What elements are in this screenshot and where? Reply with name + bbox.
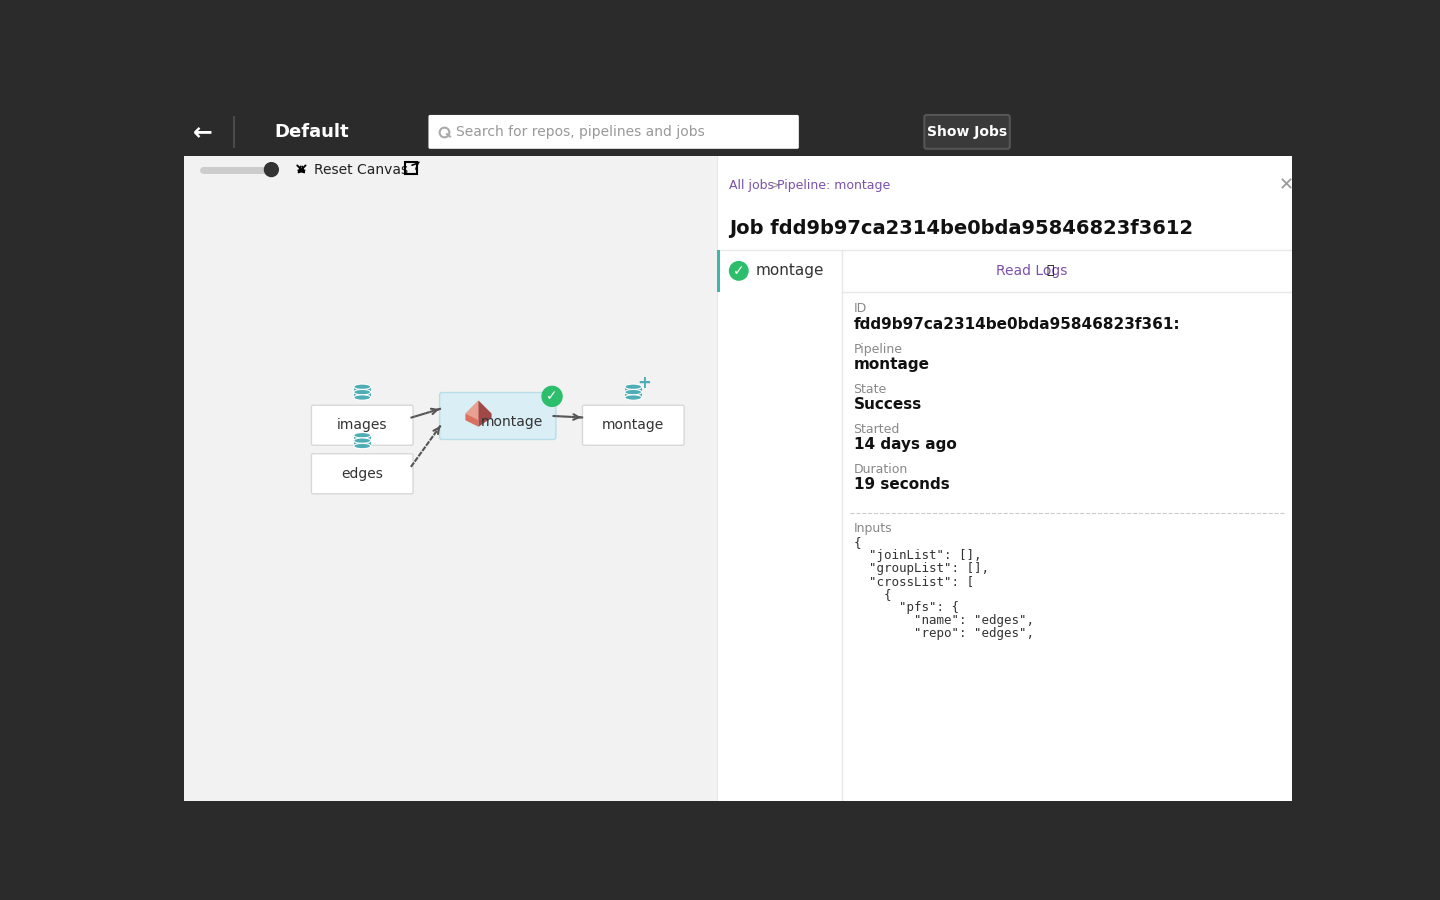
Circle shape — [265, 163, 278, 176]
Text: montage: montage — [756, 264, 824, 278]
Bar — [625, 387, 642, 392]
FancyBboxPatch shape — [439, 392, 556, 439]
Ellipse shape — [625, 395, 642, 400]
Bar — [354, 392, 370, 398]
FancyBboxPatch shape — [311, 454, 413, 494]
Polygon shape — [478, 400, 491, 427]
FancyBboxPatch shape — [582, 405, 684, 446]
Text: ID: ID — [854, 302, 867, 316]
Circle shape — [541, 386, 562, 407]
Text: Duration: Duration — [854, 463, 907, 475]
Bar — [625, 392, 642, 398]
Text: Pipeline: montage: Pipeline: montage — [778, 178, 890, 192]
Text: "joinList": [],: "joinList": [], — [854, 549, 981, 562]
Text: "name": "edges",: "name": "edges", — [854, 615, 1034, 627]
Bar — [717, 156, 1293, 801]
Text: {: { — [854, 588, 891, 601]
Bar — [354, 436, 370, 441]
Text: Success: Success — [854, 397, 922, 412]
Text: Inputs: Inputs — [854, 522, 893, 535]
Text: montage: montage — [481, 415, 543, 429]
Text: Show Jobs: Show Jobs — [927, 125, 1007, 139]
Text: "repo": "edges",: "repo": "edges", — [854, 627, 1034, 641]
Text: images: images — [337, 418, 387, 432]
FancyBboxPatch shape — [429, 115, 799, 148]
Bar — [405, 162, 418, 175]
Bar — [354, 387, 370, 392]
Text: ✓: ✓ — [546, 390, 557, 403]
Ellipse shape — [354, 395, 370, 400]
Text: ✕: ✕ — [1279, 176, 1293, 194]
Text: All jobs: All jobs — [729, 178, 773, 192]
Text: 19 seconds: 19 seconds — [854, 477, 949, 492]
Text: +: + — [636, 374, 651, 392]
Ellipse shape — [354, 444, 370, 449]
Ellipse shape — [354, 433, 370, 438]
Text: "crossList": [: "crossList": [ — [854, 575, 973, 588]
Bar — [717, 249, 720, 292]
Bar — [184, 108, 1293, 156]
Text: montage: montage — [602, 418, 664, 432]
Ellipse shape — [354, 390, 370, 395]
Circle shape — [730, 262, 747, 280]
Text: 📄: 📄 — [1045, 264, 1054, 276]
Ellipse shape — [354, 384, 370, 390]
Text: Reset Canvas: Reset Canvas — [314, 163, 409, 176]
Ellipse shape — [625, 390, 642, 395]
Polygon shape — [465, 400, 478, 427]
Bar — [354, 441, 370, 446]
FancyBboxPatch shape — [311, 405, 413, 446]
Text: Search for repos, pipelines and jobs: Search for repos, pipelines and jobs — [456, 125, 706, 139]
Bar — [184, 156, 717, 801]
FancyBboxPatch shape — [924, 115, 1009, 148]
Text: Pipeline: Pipeline — [854, 343, 903, 356]
Text: fdd9b97ca2314be0bda95846823f361:: fdd9b97ca2314be0bda95846823f361: — [854, 317, 1181, 332]
Text: edges: edges — [341, 467, 383, 481]
Text: Default: Default — [275, 123, 348, 141]
Text: {: { — [854, 536, 861, 549]
Polygon shape — [465, 400, 491, 420]
Text: Started: Started — [854, 423, 900, 436]
Text: >: > — [769, 178, 780, 192]
Text: Job fdd9b97ca2314be0bda95846823f3612: Job fdd9b97ca2314be0bda95846823f3612 — [729, 220, 1192, 238]
Text: Read Logs: Read Logs — [996, 264, 1067, 278]
Text: "groupList": [],: "groupList": [], — [854, 562, 988, 575]
Text: "pfs": {: "pfs": { — [854, 601, 959, 614]
Text: 14 days ago: 14 days ago — [854, 437, 956, 452]
Text: State: State — [854, 382, 887, 396]
Text: ←: ← — [193, 120, 213, 144]
Ellipse shape — [354, 438, 370, 444]
Text: montage: montage — [854, 357, 929, 372]
Text: ✓: ✓ — [733, 264, 744, 278]
Ellipse shape — [625, 384, 642, 390]
